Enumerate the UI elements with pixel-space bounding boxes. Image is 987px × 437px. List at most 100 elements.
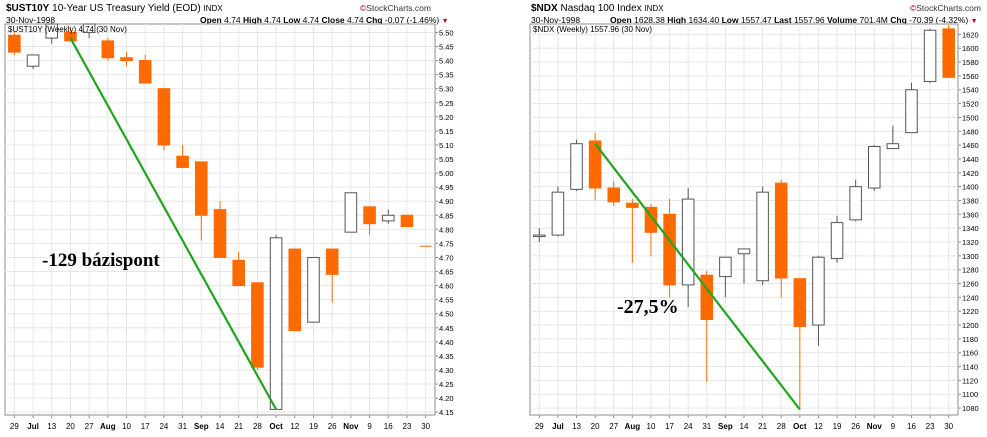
drawdown-annotation: -27,5% xyxy=(617,296,679,318)
x-tick-label: 31 xyxy=(702,422,711,431)
y-tick-label: 1500 xyxy=(962,113,979,122)
y-tick-label: 4.45 xyxy=(439,324,454,333)
y-tick-label: 5.35 xyxy=(439,71,454,80)
x-tick-label: 10 xyxy=(122,422,131,431)
chart-legend: $UST10Y (Weekly) 4.74 (30 Nov) xyxy=(8,25,127,34)
chart-exchange: INDX xyxy=(644,4,664,13)
candle-body xyxy=(774,182,788,279)
brand-label: ©StockCharts.com xyxy=(910,3,981,13)
y-tick-label: 5.15 xyxy=(439,127,454,136)
y-tick-label: 1300 xyxy=(962,252,979,261)
candle-body xyxy=(307,256,320,323)
candle-body xyxy=(570,143,583,190)
brand-name: StockCharts.com xyxy=(366,3,431,13)
x-tick-label: 26 xyxy=(851,422,860,431)
x-tick-label: Oct xyxy=(793,422,807,431)
y-tick-label: 1280 xyxy=(962,266,979,275)
y-tick-label: 1520 xyxy=(962,100,979,109)
candle-body xyxy=(213,209,227,258)
trend-line xyxy=(69,37,278,410)
y-tick-label: 5.25 xyxy=(439,99,454,108)
y-tick-label: 1140 xyxy=(962,363,978,372)
y-tick-label: 1580 xyxy=(962,58,979,67)
chart-name: 10-Year US Treasury Yield (EOD) xyxy=(52,3,201,14)
candle-body xyxy=(288,248,302,332)
x-tick-label: 30 xyxy=(421,422,430,431)
x-tick-label: 20 xyxy=(591,422,600,431)
y-tick-label: 5.50 xyxy=(439,28,454,37)
y-tick-label: 4.80 xyxy=(439,225,454,234)
y-tick-label: 1260 xyxy=(962,280,979,289)
x-tick-label: 16 xyxy=(907,422,916,431)
candle-body xyxy=(251,282,264,368)
y-tick-label: 1320 xyxy=(962,238,979,247)
y-tick-label: 4.50 xyxy=(439,310,454,319)
y-tick-label: 1240 xyxy=(962,293,979,302)
y-tick-label: 1620 xyxy=(962,30,979,39)
y-tick-label: 4.70 xyxy=(439,253,454,262)
candle-body xyxy=(644,206,658,233)
y-tick-label: 4.25 xyxy=(439,380,454,389)
stat-high: High 4.74 xyxy=(243,15,281,25)
candle-body xyxy=(325,248,339,275)
x-tick-label: Jul xyxy=(552,422,564,431)
candle-body xyxy=(626,202,639,208)
x-tick-label: 21 xyxy=(234,422,243,431)
candle-body xyxy=(756,191,769,282)
x-tick-label: Aug xyxy=(100,422,116,431)
y-tick-label: 1380 xyxy=(962,196,979,205)
y-tick-label: 4.90 xyxy=(439,197,454,206)
candle-body xyxy=(588,140,602,189)
candle-body xyxy=(157,88,171,146)
y-tick-label: 1200 xyxy=(962,321,979,330)
x-tick-label: 12 xyxy=(290,422,299,431)
y-tick-label: 1440 xyxy=(962,155,979,164)
candle-body xyxy=(120,57,133,62)
x-tick-label: 23 xyxy=(403,422,412,431)
y-tick-label: 4.15 xyxy=(439,408,454,417)
x-tick-label: 20 xyxy=(66,422,75,431)
candle-body xyxy=(363,206,376,225)
y-tick-label: 1220 xyxy=(962,307,979,316)
x-tick-label: 19 xyxy=(309,422,318,431)
brand-label: ©StockCharts.com xyxy=(360,3,431,13)
chart-legend: $NDX (Weekly) 1557.96 (30 Nov) xyxy=(533,25,652,34)
x-tick-label: 14 xyxy=(740,422,749,431)
x-tick-label: 24 xyxy=(684,422,693,431)
y-tick-label: 1120 xyxy=(962,376,978,385)
candle-body xyxy=(381,214,395,222)
candle-body xyxy=(26,54,40,67)
x-tick-label: 28 xyxy=(253,422,262,431)
y-tick-label: 4.30 xyxy=(439,366,454,375)
stat-open: Open 4.74 xyxy=(200,15,241,25)
candle-body xyxy=(195,161,208,216)
candle-body xyxy=(793,278,807,327)
y-tick-label: 5.20 xyxy=(439,113,454,122)
y-tick-label: 4.65 xyxy=(439,268,454,277)
stat-close: Close 4.74 xyxy=(321,15,364,25)
down-arrow-icon: ▼ xyxy=(970,18,978,25)
stockcharts-logo-icon: © xyxy=(360,3,367,13)
x-tick-label: 28 xyxy=(777,422,786,431)
candle-body xyxy=(923,29,937,82)
y-tick-label: 1160 xyxy=(962,349,978,358)
stat-change: Chg -0.07 (-1.46%) ▼ xyxy=(365,15,449,25)
x-tick-label: 17 xyxy=(141,422,150,431)
x-tick-label: Nov xyxy=(867,422,883,431)
stockcharts-logo-icon: © xyxy=(910,3,917,13)
y-tick-label: 4.35 xyxy=(439,352,454,361)
y-tick-label: 1360 xyxy=(962,210,979,219)
x-tick-label: Sep xyxy=(194,422,209,431)
x-tick-label: Jul xyxy=(27,422,39,431)
candle-body xyxy=(719,256,732,278)
y-tick-label: 1600 xyxy=(962,44,979,53)
x-tick-label: 24 xyxy=(159,422,168,431)
candle-body xyxy=(533,234,546,238)
brand-name: StockCharts.com xyxy=(916,3,981,13)
chart-stats: Open 4.74 High 4.74 Low 4.74 Close 4.74 … xyxy=(200,15,449,25)
candle-body xyxy=(849,186,862,221)
candle-body xyxy=(905,89,918,134)
y-tick-label: 4.60 xyxy=(439,282,454,291)
y-tick-label: 1460 xyxy=(962,141,979,150)
stat-volume: Volume 701.4M xyxy=(827,15,888,25)
